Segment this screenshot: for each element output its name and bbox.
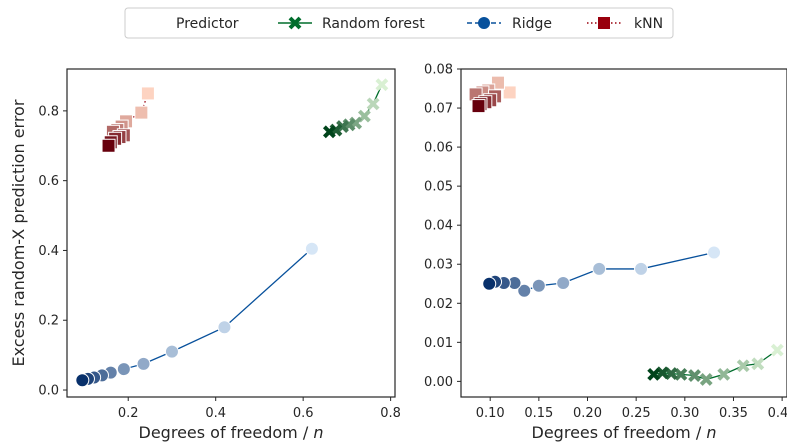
legend: Predictor Random forest Ridge kNN [124,7,674,39]
legend-entry-ridge: Ridge [467,16,552,32]
left-x-tick-label: 0.8 [380,406,401,421]
left-ridge-point [136,356,151,371]
right-y-tick-label: 0.05 [424,180,453,195]
left-marks [75,78,389,388]
left-random-forest-point [336,120,349,133]
right-random-forest-point [770,343,784,357]
left-y-tick-label: 0.8 [38,104,59,119]
left-y-tick-label: 0.2 [38,314,59,329]
right-random-forest-point [674,367,688,381]
left-random-forest-point [366,97,380,111]
right-x-axis-label: Degrees of freedom / n [532,423,717,442]
right-knn-point [502,85,517,100]
left-knn-point [140,86,155,101]
legend-entry-knn: kNN [587,16,663,32]
left-knn-point [101,138,116,153]
right-x-tick-label: 0.40 [768,406,787,421]
left-y-axis-label: Excess random-X prediction error [9,99,28,366]
right-y-tick-label: 0.01 [424,336,453,351]
left-x-tick-label: 0.6 [293,406,314,421]
left-ridge-point [75,373,90,388]
right-y-tick-label: 0.08 [424,63,453,78]
legend-label-ridge: Ridge [512,16,552,32]
right-ridge-point [634,261,649,276]
left-y-tick-label: 0.4 [38,244,59,259]
right-random-forest-point [751,357,765,371]
right-ticks: 0.10 0.15 0.20 0.25 0.30 0.35 0.40 0.00 0.01 0.02… [424,63,787,422]
left-x-axis-label: Degrees of freedom / n [139,423,324,442]
right-ridge-point [517,283,532,298]
left-y-tick-label: 0.6 [38,174,59,189]
right-y-tick-label: 0.02 [424,297,453,312]
left-ticks: 0.2 0.4 0.6 0.8 0.0 0.2 0.4 0.6 0.8 [38,104,401,421]
right-random-forest-line [653,349,778,381]
left-ridge-line [82,248,313,381]
legend-entry-random-forest: Random forest [278,16,425,32]
right-random-forest-point [699,373,713,386]
right-knn-point [471,99,486,114]
right-x-tick-label: 0.15 [524,406,553,421]
circle-marker-icon [478,17,490,29]
right-x-tick-label: 0.35 [719,406,748,421]
right-y-tick-label: 0.00 [424,375,453,390]
left-x-tick-label: 0.4 [205,406,226,421]
right-marks [468,75,784,386]
right-x-tick-label: 0.10 [476,406,505,421]
left-knn-point [134,105,149,120]
left-ridge-point [164,344,179,359]
right-y-tick-label: 0.03 [424,258,453,273]
right-ridge-point [556,275,571,290]
right-ridge-point [592,261,607,276]
right-ridge-point [707,245,722,260]
right-ridge-point [482,276,497,291]
x-marker-icon [288,16,302,30]
right-x-tick-label: 0.30 [670,406,699,421]
right-x-tick-label: 0.20 [573,406,602,421]
right-random-forest-point [688,369,701,382]
left-panel: 0.2 0.4 0.6 0.8 0.0 0.2 0.4 0.6 0.8 Degrees of f… [9,68,401,442]
left-ridge-point [217,320,232,335]
right-random-forest-point [647,367,661,381]
legend-frame [124,7,674,39]
left-y-tick-label: 0.0 [38,384,59,399]
left-plot-area [66,68,396,398]
right-x-tick-label: 0.25 [622,406,651,421]
left-random-forest-point [375,78,389,92]
left-ridge-point [304,241,319,256]
legend-title: Predictor [176,16,239,32]
left-ridge-point [116,362,131,377]
right-random-forest-point [656,366,669,380]
legend-label-random-forest: Random forest [322,16,425,32]
right-plot-area [460,68,787,398]
right-y-tick-label: 0.06 [424,141,453,156]
legend-label-knn: kNN [634,16,663,32]
right-y-tick-label: 0.04 [424,219,453,234]
right-panel: 0.10 0.15 0.20 0.25 0.30 0.35 0.40 0.00 0.01 0.02… [424,63,787,442]
left-x-tick-label: 0.2 [118,406,139,421]
square-marker-icon [598,17,610,29]
right-random-forest-point [736,359,750,373]
left-random-forest-point [322,125,336,139]
right-ridge-point [531,278,546,293]
right-random-forest-point [717,367,731,381]
right-y-tick-label: 0.07 [424,102,453,117]
